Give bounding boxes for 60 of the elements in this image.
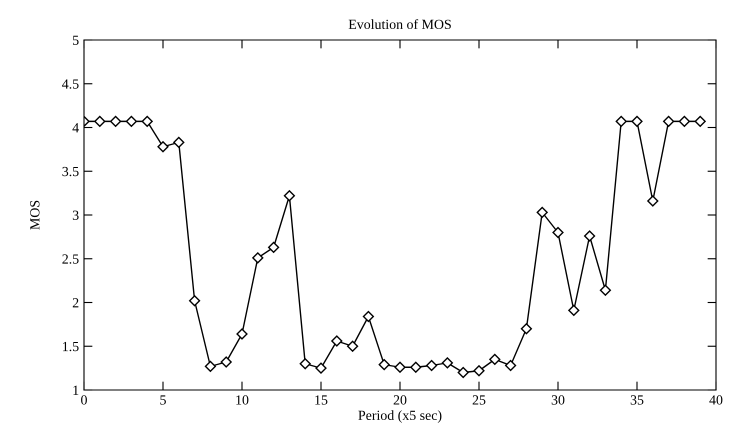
- y-tick-label: 2.5: [62, 254, 79, 264]
- point: [126, 116, 138, 127]
- point: [94, 116, 106, 127]
- chart-title: Evolution of MOS: [348, 19, 451, 30]
- point: [204, 360, 216, 372]
- point: [504, 360, 516, 372]
- x-tick-label: 20: [394, 395, 406, 405]
- y-tick-label: 3: [72, 210, 79, 220]
- point: [600, 284, 612, 296]
- point: [188, 295, 200, 306]
- point: [647, 195, 658, 207]
- point: [489, 354, 500, 365]
- y-tick-label: 4.5: [62, 79, 79, 89]
- point: [346, 340, 358, 352]
- point: [252, 252, 264, 264]
- point: [552, 226, 564, 238]
- point: [568, 304, 580, 316]
- y-tick-label: 3.5: [62, 166, 79, 176]
- point: [315, 362, 327, 374]
- x-axis-title: Period (x5 sec): [358, 410, 442, 423]
- point: [300, 358, 311, 370]
- point: [442, 357, 454, 368]
- point: [584, 230, 596, 242]
- point: [616, 116, 627, 127]
- point: [157, 141, 169, 152]
- point: [378, 359, 390, 370]
- point: [173, 136, 184, 148]
- point: [678, 116, 690, 127]
- point: [110, 116, 122, 127]
- y-tick-label: 2: [72, 298, 78, 308]
- point: [220, 356, 232, 368]
- point: [426, 360, 438, 372]
- point: [631, 116, 643, 127]
- x-tick-label: 0: [81, 395, 87, 405]
- y-tick-label: 1: [73, 386, 78, 395]
- point: [236, 328, 248, 340]
- point: [536, 206, 548, 218]
- x-tick-label: 40: [709, 395, 722, 405]
- point: [284, 190, 296, 202]
- y-tick-label: 1.5: [63, 342, 79, 352]
- y-axis-title: MOS: [30, 200, 40, 230]
- point: [142, 116, 153, 127]
- point: [331, 335, 342, 347]
- point: [694, 116, 706, 127]
- point: [394, 362, 406, 373]
- point: [662, 116, 674, 127]
- y-tick-label: 4: [72, 123, 79, 132]
- y-tick-label: 5: [73, 36, 79, 45]
- x-tick-label: 10: [236, 395, 248, 405]
- x-tick-label: 25: [472, 395, 486, 405]
- point: [473, 365, 485, 376]
- point: [520, 323, 532, 334]
- point: [458, 366, 469, 378]
- x-tick-label: 5: [160, 395, 166, 405]
- x-tick-label: 30: [552, 395, 564, 405]
- point: [410, 362, 422, 373]
- point: [268, 242, 280, 253]
- point: [362, 310, 374, 322]
- x-tick-label: 35: [630, 395, 644, 405]
- x-tick-label: 15: [315, 395, 328, 405]
